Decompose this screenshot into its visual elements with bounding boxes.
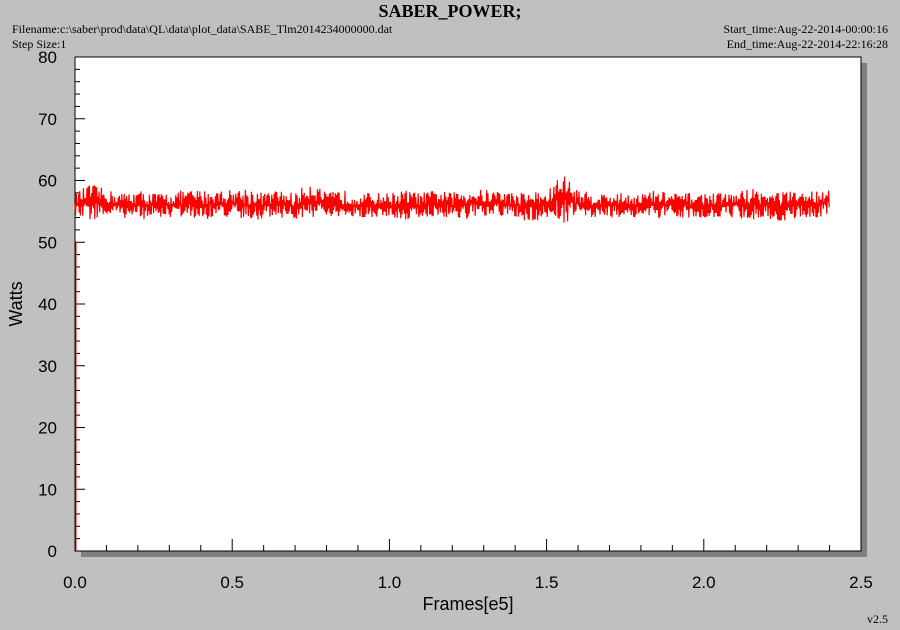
- start-time-label: Start_time:Aug-22-2014-00:00:16: [723, 22, 888, 36]
- y-tick-label: 80: [38, 48, 57, 67]
- y-tick-label: 10: [38, 480, 57, 499]
- x-tick-label: 0.0: [63, 573, 87, 592]
- filename-label: Filename:c:\saber\prod\data\QL\data\plot…: [12, 22, 393, 36]
- x-tick-label: 2.5: [849, 573, 873, 592]
- y-tick-label: 0: [48, 542, 57, 561]
- y-axis-label: Watts: [6, 281, 26, 326]
- x-tick-label: 2.0: [692, 573, 716, 592]
- x-tick-label: 1.0: [378, 573, 402, 592]
- y-tick-label: 70: [38, 110, 57, 129]
- y-tick-label: 50: [38, 233, 57, 252]
- step-size-label: Step Size:1: [12, 37, 67, 51]
- x-tick-label: 1.5: [535, 573, 559, 592]
- plot-area: [74, 56, 862, 552]
- series-line: [74, 176, 830, 223]
- end-time-label: End_time:Aug-22-2014-22:16:28: [726, 37, 888, 51]
- y-tick-label: 30: [38, 357, 57, 376]
- version-label: v2.5: [867, 612, 888, 626]
- y-tick-label: 20: [38, 419, 57, 438]
- y-tick-label: 60: [38, 172, 57, 191]
- y-tick-label: 40: [38, 295, 57, 314]
- chart-title: SABER_POWER;: [378, 1, 522, 21]
- x-tick-label: 0.5: [220, 573, 244, 592]
- x-axis-label: Frames[e5]: [422, 594, 513, 614]
